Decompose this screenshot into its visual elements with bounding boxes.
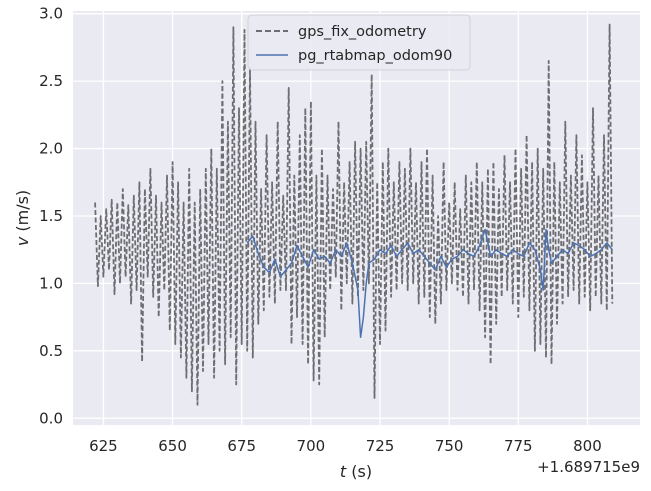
- y-tick-label: 0.5: [39, 342, 63, 360]
- y-tick-labels: 0.0 0.5 1.0 1.5 2.0 2.5 3.0: [39, 5, 63, 428]
- x-tick-label: 750: [435, 437, 464, 455]
- x-tick-label: 675: [227, 437, 256, 455]
- y-tick-label: 0.0: [39, 409, 63, 427]
- x-tick-label: 775: [504, 437, 533, 455]
- legend-label-rtab: pg_rtabmap_odom90: [298, 48, 452, 64]
- series-layer: [94, 23, 614, 406]
- legend-label-gps: gps_fix_odometry: [298, 24, 427, 40]
- y-tick-label: 2.0: [39, 140, 63, 158]
- y-axis-variable: v: [13, 236, 32, 246]
- x-tick-label: 625: [89, 437, 118, 455]
- y-tick-label: 3.0: [39, 5, 63, 23]
- x-tick-label: 700: [297, 437, 326, 455]
- y-axis-unit: (m/s): [13, 190, 32, 237]
- y-tick-label: 1.0: [39, 274, 63, 292]
- x-axis-label: t (s): [340, 462, 372, 481]
- x-tick-labels: 625 650 675 700 725 750 775 800: [89, 437, 602, 455]
- x-tick-label: 800: [573, 437, 602, 455]
- y-axis-label: v (m/s): [13, 190, 32, 246]
- x-axis-offset: +1.689715e9: [537, 458, 640, 476]
- x-axis-variable: t: [340, 462, 347, 481]
- series-line-gps-fix-odometry: [94, 23, 614, 406]
- y-tick-label: 1.5: [39, 207, 63, 225]
- y-tick-label: 2.5: [39, 72, 63, 90]
- series-line-pg-rtabmap-odom90: [246, 228, 613, 339]
- x-axis-unit: (s): [346, 462, 372, 481]
- x-tick-label: 725: [366, 437, 395, 455]
- x-tick-label: 650: [158, 437, 187, 455]
- legend: gps_fix_odometry pg_rtabmap_odom90: [247, 14, 471, 71]
- legend-box: [247, 14, 471, 71]
